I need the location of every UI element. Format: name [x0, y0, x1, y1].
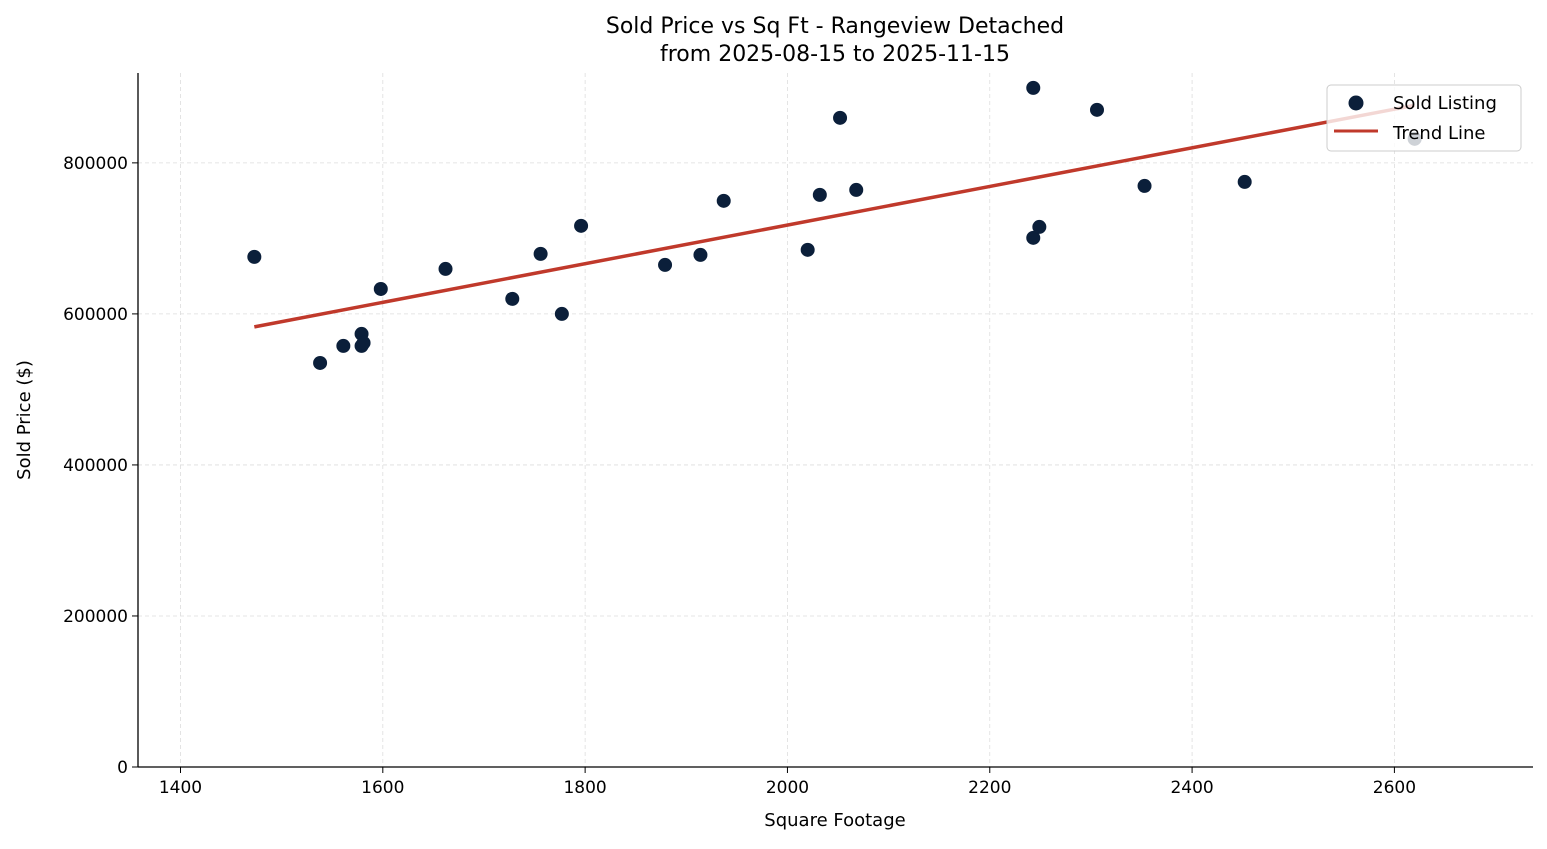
sold-listing-point [438, 261, 453, 276]
data-marks [247, 80, 1422, 370]
sold-listing-point [336, 338, 351, 353]
y-tick-label: 200000 [63, 607, 128, 627]
sold-listing-point [505, 291, 520, 306]
sold-listing-point [574, 218, 589, 233]
y-tick-label: 0 [117, 758, 128, 778]
legend-marker-sold-listing [1348, 95, 1364, 111]
legend-box [1326, 84, 1522, 152]
sold-listing-point [554, 306, 569, 321]
sold-listing-point [716, 193, 731, 208]
y-tick-label: 400000 [63, 456, 128, 476]
legend: Sold Listing Trend Line [1326, 84, 1522, 152]
trend-line [254, 103, 1415, 329]
sold-listing-point [373, 281, 388, 296]
sold-listing-point [1137, 178, 1152, 193]
y-axis-label: Sold Price ($) [14, 360, 35, 480]
sold-listing-point [1026, 80, 1041, 95]
chart-title: Sold Price vs Sq Ft - Rangeview Detached [606, 14, 1064, 39]
sold-listing-point [1026, 230, 1041, 245]
sold-listing-point [247, 249, 262, 264]
x-tick-label: 1800 [563, 778, 606, 798]
x-tick-label: 2200 [968, 778, 1011, 798]
x-tick-label: 2400 [1170, 778, 1213, 798]
sold-listing-point [313, 355, 328, 370]
x-tick-label: 1600 [361, 778, 404, 798]
grid [138, 73, 1533, 767]
x-tick-label: 2600 [1373, 778, 1416, 798]
sold-listing-point [833, 110, 848, 125]
ticks: 1400 1600 1800 2000 2200 2400 2600 0 200000 40000… [63, 154, 1416, 798]
sold-listing-point [693, 247, 708, 262]
sold-listing-point [356, 335, 371, 350]
sold-listing-point [1089, 102, 1104, 117]
sold-listing-point [849, 182, 864, 197]
x-tick-label: 2000 [766, 778, 809, 798]
x-tick-label: 1400 [159, 778, 202, 798]
legend-label-sold-listing: Sold Listing [1393, 93, 1497, 114]
chart-subtitle: from 2025-08-15 to 2025-11-15 [660, 42, 1010, 67]
legend-label-trend-line: Trend Line [1392, 123, 1486, 144]
y-tick-label: 600000 [63, 305, 128, 325]
sold-listing-point [812, 187, 827, 202]
sold-listing-point [533, 246, 548, 261]
sold-listing-point [658, 257, 673, 272]
y-tick-label: 800000 [63, 154, 128, 174]
sold-listing-point [1237, 174, 1252, 189]
sold-listing-point [1032, 219, 1047, 234]
x-axis-label: Square Footage [764, 810, 905, 831]
sold-listing-point [800, 242, 815, 257]
